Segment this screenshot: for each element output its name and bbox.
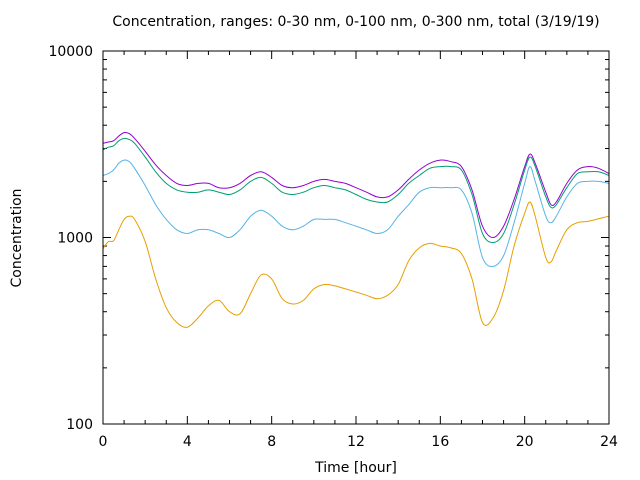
series-line-total: [102, 132, 610, 239]
y-tick-label: 10000: [48, 44, 93, 60]
y-tick-label: 100: [66, 417, 93, 433]
x-tick-label: 4: [183, 434, 192, 450]
chart-title: Concentration, ranges: 0-30 nm, 0-100 nm…: [112, 14, 599, 30]
series-line-0-100-nm: [102, 159, 610, 267]
x-tick-label: 8: [267, 434, 276, 450]
series-line-0-30-nm: [102, 201, 610, 328]
x-tick-label: 16: [431, 434, 449, 450]
axis-ticks: [102, 50, 610, 425]
x-tick-label: 0: [99, 434, 108, 450]
x-tick-label: 12: [347, 434, 365, 450]
x-axis-label: Time [hour]: [314, 460, 397, 476]
x-tick-label: 20: [516, 434, 534, 450]
y-axis-label: Concentration: [9, 188, 25, 287]
x-tick-label: 24: [600, 434, 618, 450]
axis-tick-labels: 0 4 8 12 16 20 24 100 1000 10000: [48, 44, 618, 450]
plot-frame: [102, 50, 610, 425]
data-series: [102, 132, 610, 328]
y-tick-label: 1000: [57, 231, 93, 247]
series-line-0-300-nm: [102, 137, 610, 244]
